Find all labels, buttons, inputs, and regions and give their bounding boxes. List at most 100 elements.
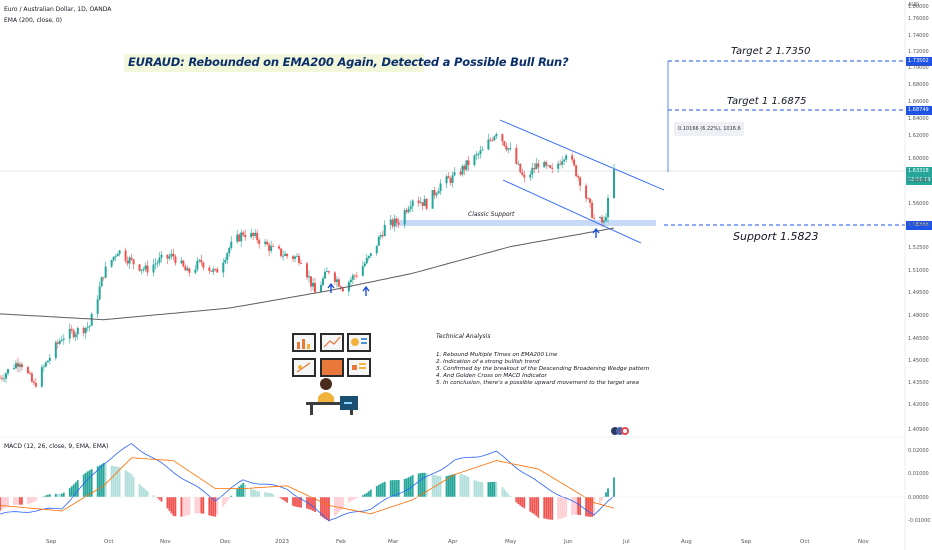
candle-body <box>419 202 422 204</box>
macd-histogram-bar <box>324 497 326 519</box>
macd-histogram-bar <box>355 497 358 499</box>
ta-point: 2. Indication of a strong bullish trend <box>436 359 540 365</box>
candle-body <box>214 269 217 270</box>
candle-body <box>112 256 115 261</box>
macd-histogram-bar <box>433 475 436 497</box>
candle-body <box>14 363 17 369</box>
candle-body <box>40 367 43 387</box>
candle-body <box>294 256 297 259</box>
macd-histogram-bar <box>284 497 286 502</box>
price-tick: 1.74000 <box>908 33 929 39</box>
candle-body <box>341 288 344 292</box>
macd-histogram-bar <box>349 497 352 502</box>
macd-histogram-bar <box>431 474 434 497</box>
macd-legend[interactable]: MACD (12, 26, close, 9, EMA, EMA) <box>4 443 109 450</box>
candle-body <box>509 147 512 149</box>
macd-histogram-bar <box>196 497 199 514</box>
macd-histogram-bar <box>200 497 203 514</box>
current-price-tag: 1.63318 <box>906 167 932 176</box>
time-tick: Nov <box>858 539 869 545</box>
macd-histogram-bar <box>365 492 368 497</box>
candle-body <box>321 278 324 286</box>
candle-body <box>533 167 536 170</box>
candle-body <box>114 256 117 258</box>
macd-histogram-bar <box>423 472 426 497</box>
tradingview-logo-icon[interactable] <box>610 426 630 436</box>
macd-histogram-bar <box>214 497 217 517</box>
macd-histogram-bar <box>294 497 296 507</box>
candle-body <box>523 174 526 178</box>
macd-histogram-bar <box>146 491 149 497</box>
ema-legend[interactable]: EMA (200, close, 0) <box>4 17 63 24</box>
candle-body <box>76 327 79 335</box>
macd-histogram-bar <box>296 497 298 508</box>
candle-body <box>238 234 241 242</box>
macd-histogram-bar <box>212 497 215 517</box>
macd-histogram-bar <box>188 497 191 515</box>
candle-body <box>152 264 155 273</box>
macd-histogram-bar <box>465 475 468 497</box>
macd-histogram-bar <box>605 492 607 497</box>
macd-histogram-bar <box>571 497 574 515</box>
macd-histogram-bar <box>46 494 49 497</box>
macd-histogram-bar <box>563 497 566 518</box>
candle-body <box>381 235 384 237</box>
candle-body <box>56 342 59 344</box>
candle-body <box>339 286 342 289</box>
macd-histogram-bar <box>389 480 392 497</box>
macd-histogram-bar <box>417 473 420 497</box>
candle-body <box>126 260 129 264</box>
candle-body <box>395 218 398 223</box>
macd-histogram-bar <box>509 496 512 497</box>
candle-body <box>507 148 510 150</box>
candle-body <box>437 191 440 194</box>
macd-histogram-bar <box>320 497 322 517</box>
candle-body <box>425 199 428 209</box>
candle-body <box>284 253 287 256</box>
candle-body <box>216 269 219 273</box>
macd-histogram-bar <box>166 497 169 509</box>
candle-body <box>313 282 316 293</box>
candle-body <box>573 159 576 166</box>
countdown-tag: 13:56:19 <box>906 176 932 185</box>
macd-histogram-bar <box>505 491 508 497</box>
macd-histogram-bar <box>170 497 173 514</box>
macd-histogram-bar <box>238 486 241 497</box>
candle-body <box>68 328 71 339</box>
macd-histogram-bar <box>72 484 75 497</box>
candle-body <box>439 183 442 192</box>
candle-body <box>475 154 478 156</box>
macd-histogram-bar <box>86 471 89 497</box>
macd-histogram-bar <box>300 497 302 508</box>
candle-body <box>529 174 532 178</box>
macd-histogram-bar <box>96 466 99 497</box>
candle-body <box>383 224 386 237</box>
candle-body <box>44 362 47 367</box>
macd-histogram-bar <box>144 489 147 497</box>
macd-histogram-bar <box>347 497 350 503</box>
macd-histogram-bar <box>160 497 163 502</box>
candle-body <box>70 328 73 331</box>
candle-body <box>6 369 9 374</box>
macd-histogram-bar <box>90 469 93 497</box>
candle-body <box>601 217 604 223</box>
candle-body <box>292 256 295 259</box>
candle-body <box>180 260 183 264</box>
price-tick: 1.43500 <box>908 380 929 386</box>
macd-histogram-bar <box>15 497 17 505</box>
macd-histogram-bar <box>326 497 328 521</box>
macd-histogram-bar <box>13 497 15 505</box>
macd-histogram-bar <box>363 494 366 497</box>
candle-body <box>397 222 400 225</box>
candle-body <box>146 265 149 273</box>
candle-body <box>423 199 426 206</box>
candle-body <box>547 165 550 167</box>
candle-body <box>198 259 201 261</box>
ta-point: 5. In conclusion, there's a possible upw… <box>436 380 639 386</box>
macd-histogram-bar <box>286 497 288 503</box>
candle-body <box>96 299 99 314</box>
candle-body <box>84 327 87 334</box>
candle-body <box>86 326 89 328</box>
candle-body <box>12 368 15 370</box>
